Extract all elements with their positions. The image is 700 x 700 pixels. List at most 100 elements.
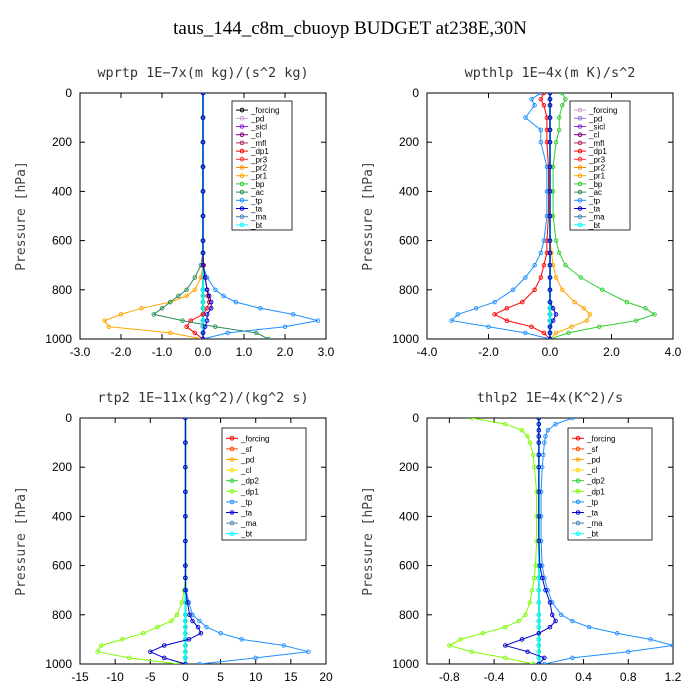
- data-point: [536, 464, 542, 470]
- data-point: [537, 563, 543, 568]
- series-line-dp1: [448, 418, 538, 664]
- data-point: [200, 262, 206, 268]
- legend-marker: [575, 467, 581, 473]
- data-point: [560, 287, 565, 293]
- data-point: [523, 612, 528, 618]
- data-point: [578, 275, 584, 280]
- data-point: [213, 324, 218, 329]
- legend-label: _cl: [250, 131, 261, 140]
- data-point: [192, 275, 198, 280]
- panel-wpthlp: wpthlp 1E−4x(m K)/s^2 Pressure [hPa] 0 200 4…: [361, 65, 682, 359]
- data-point: [525, 434, 530, 439]
- data-point: [282, 324, 288, 329]
- data-point: [547, 262, 553, 268]
- legend-label: _pr3: [250, 155, 268, 164]
- data-point: [527, 440, 533, 445]
- legend-label: _dp1: [588, 147, 607, 156]
- legend-label: _dp1: [250, 147, 269, 156]
- y-tick-label: 1000: [392, 332, 419, 346]
- data-point: [586, 624, 592, 630]
- legend-marker: [575, 457, 581, 462]
- legend-marker: [229, 489, 235, 494]
- data-point: [200, 238, 206, 243]
- legend-marker: [577, 132, 583, 137]
- data-point: [486, 324, 491, 329]
- legend-marker: [239, 206, 245, 211]
- legend-marker: [239, 116, 245, 121]
- data-point: [183, 587, 188, 593]
- data-point: [536, 612, 542, 618]
- data-point: [544, 238, 550, 243]
- data-point: [254, 330, 259, 336]
- series-line-ta: [549, 93, 557, 339]
- legend: _forcing_pd_sicl_cl_mfl_dp1_pr3_pr2_pr1_…: [569, 100, 631, 231]
- legend-marker: [575, 510, 581, 515]
- legend-label: _forcing: [250, 106, 279, 115]
- y-tick-label: 200: [52, 460, 72, 474]
- data-point: [527, 600, 533, 605]
- data-point: [200, 306, 206, 311]
- data-point: [536, 452, 542, 458]
- data-point: [652, 312, 657, 317]
- data-point: [547, 93, 553, 96]
- legend-label: _ta: [250, 205, 263, 214]
- data-point: [183, 489, 188, 495]
- data-point: [550, 262, 556, 268]
- data-point: [185, 600, 190, 605]
- data-point: [200, 299, 206, 305]
- data-point: [492, 312, 497, 317]
- legend-marker: [577, 107, 583, 113]
- data-point: [95, 649, 100, 654]
- plot-area: [102, 93, 321, 339]
- legend-label: _pr2: [588, 164, 606, 173]
- data-point: [670, 643, 673, 648]
- data-point: [541, 262, 547, 268]
- data-point: [198, 631, 204, 636]
- y-tick-label: 200: [52, 135, 72, 149]
- data-point: [587, 312, 593, 317]
- data-point: [504, 318, 510, 323]
- legend-label: _ac: [588, 188, 602, 197]
- x-tick-label: -5: [145, 670, 156, 684]
- data-point: [547, 299, 553, 305]
- data-point: [218, 631, 223, 636]
- legend-marker: [229, 531, 235, 537]
- legend-label: _pr2: [250, 164, 268, 173]
- data-point: [200, 93, 206, 96]
- y-tick-label: 600: [399, 234, 419, 248]
- data-point: [553, 275, 559, 280]
- data-point: [541, 93, 547, 96]
- data-point: [455, 312, 461, 317]
- data-point: [532, 464, 537, 470]
- data-point: [547, 600, 553, 605]
- legend-label: _sicl: [250, 123, 267, 132]
- data-point: [184, 293, 189, 299]
- x-tick-label: -2.0: [478, 345, 499, 359]
- y-tick-label: 600: [52, 234, 72, 248]
- data-point: [200, 336, 206, 339]
- data-point: [208, 306, 214, 311]
- panel-wprtp: wprtp 1E−7x(m kg)/(s^2 kg) Pressure [hPa]…: [14, 65, 335, 359]
- legend-label: _sf: [240, 445, 252, 454]
- y-tick-label: 400: [399, 509, 419, 523]
- legend-label: _pd: [250, 114, 264, 123]
- legend-label: _dp2: [586, 477, 605, 486]
- data-point: [539, 575, 545, 581]
- legend-label: _pr3: [588, 155, 606, 164]
- data-point: [533, 563, 538, 568]
- x-tick-label: 20: [319, 670, 333, 684]
- y-tick-label: 200: [399, 460, 419, 474]
- data-point: [523, 330, 528, 336]
- data-point: [547, 275, 553, 280]
- data-point: [542, 440, 547, 445]
- y-tick-label: 400: [52, 509, 72, 523]
- data-point: [119, 637, 125, 642]
- x-tick-label: -4.0: [417, 345, 438, 359]
- data-point: [162, 643, 167, 648]
- panel-thlp2: thlp2 1E−4x(K^2)/s Pressure [hPa] 0 200 400 6…: [361, 390, 682, 684]
- data-point: [200, 115, 206, 120]
- y-tick-label: 800: [52, 283, 72, 297]
- data-point: [200, 164, 206, 170]
- legend-marker: [577, 148, 583, 154]
- legend-marker: [575, 520, 581, 526]
